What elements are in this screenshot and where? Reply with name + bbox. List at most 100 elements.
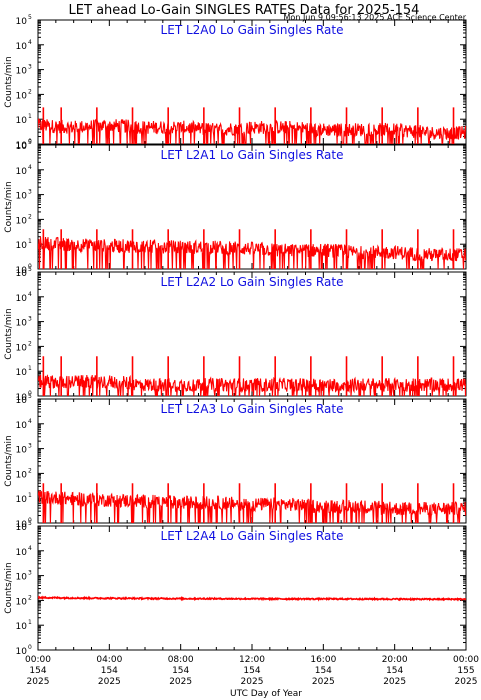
- x-tick-year: 2025: [312, 677, 335, 687]
- y-tick-exponent: 4: [28, 418, 32, 425]
- panel-frame: [37, 525, 467, 651]
- x-tick-time: 16:00: [310, 655, 336, 665]
- y-tick-exponent: 1: [28, 492, 32, 499]
- x-tick-year: 2025: [383, 677, 406, 687]
- timestamp: Mon Jun 9 09:56:13 2025 ACE Science Cent…: [284, 13, 467, 22]
- y-tick-exponent: 1: [28, 113, 32, 120]
- x-tick-year: 2025: [27, 677, 50, 687]
- y-tick-exponent: 3: [28, 189, 32, 196]
- y-tick-label: 10: [16, 17, 28, 27]
- y-tick-exponent: 0: [28, 263, 32, 270]
- y-tick-exponent: 0: [28, 390, 32, 397]
- x-axis-label: UTC Day of Year: [230, 689, 302, 699]
- series-line: [38, 490, 466, 523]
- x-tick-year: 2025: [455, 677, 478, 687]
- x-tick-time: 20:00: [382, 655, 408, 665]
- x-tick-year: 2025: [169, 677, 192, 687]
- y-tick-exponent: 3: [28, 443, 32, 450]
- panel-title: LET L2A1 Lo Gain Singles Rate: [161, 148, 344, 162]
- x-tick-day: 154: [101, 666, 118, 676]
- panel-title: LET L2A4 Lo Gain Singles Rate: [161, 529, 344, 543]
- series-line: [38, 118, 466, 144]
- y-axis-label: Counts/min: [4, 562, 14, 613]
- y-tick-exponent: 3: [28, 64, 32, 71]
- y-tick-exponent: 0: [28, 517, 32, 524]
- y-tick-label: 10: [16, 597, 28, 607]
- y-tick-label: 10: [16, 523, 28, 533]
- x-tick-day: 155: [457, 666, 474, 676]
- y-tick-label: 10: [16, 343, 28, 353]
- y-tick-exponent: 0: [28, 644, 32, 651]
- y-tick-exponent: 5: [28, 393, 32, 400]
- figure-title: LET ahead Lo-Gain SINGLES RATES Data for…: [69, 3, 420, 18]
- x-tick-time: 00:00: [453, 655, 479, 665]
- x-tick-time: 12:00: [239, 655, 265, 665]
- y-tick-label: 10: [16, 116, 28, 126]
- panel-title: LET L2A2 Lo Gain Singles Rate: [161, 275, 344, 289]
- y-tick-exponent: 2: [28, 88, 32, 95]
- series-group: [38, 229, 466, 269]
- y-tick-label: 10: [16, 269, 28, 279]
- y-tick-label: 10: [16, 91, 28, 101]
- x-axis-ticks: 00:00154202504:00154202508:00154202512:0…: [25, 655, 479, 687]
- y-tick-label: 10: [16, 141, 28, 151]
- y-tick-exponent: 2: [28, 213, 32, 220]
- y-tick-label: 10: [16, 393, 28, 403]
- y-tick-exponent: 4: [28, 545, 32, 552]
- y-tick-exponent: 2: [28, 340, 32, 347]
- panel-title: LET L2A3 Lo Gain Singles Rate: [161, 402, 344, 416]
- y-tick-label: 10: [16, 216, 28, 226]
- panel-frame: [37, 271, 467, 397]
- y-tick-label: 10: [16, 368, 28, 378]
- series-line: [38, 236, 466, 269]
- y-tick-exponent: 5: [28, 520, 32, 527]
- y-tick-exponent: 3: [28, 570, 32, 577]
- y-tick-label: 10: [16, 396, 28, 406]
- y-tick-exponent: 0: [28, 138, 32, 145]
- series-group: [38, 356, 466, 396]
- y-tick-exponent: 5: [28, 266, 32, 273]
- panel-title: LET L2A0 Lo Gain Singles Rate: [161, 23, 344, 37]
- y-tick-label: 10: [16, 319, 28, 329]
- y-tick-label: 10: [16, 167, 28, 177]
- series-group: [38, 483, 466, 523]
- x-tick-time: 04:00: [96, 655, 122, 665]
- y-tick-exponent: 2: [28, 594, 32, 601]
- y-tick-label: 10: [16, 67, 28, 77]
- y-tick-label: 10: [16, 647, 28, 657]
- y-tick-label: 10: [16, 142, 28, 152]
- x-tick-day: 154: [315, 666, 332, 676]
- y-tick-exponent: 1: [28, 619, 32, 626]
- y-tick-label: 10: [16, 470, 28, 480]
- y-tick-exponent: 4: [28, 164, 32, 171]
- y-tick-exponent: 5: [28, 139, 32, 146]
- y-tick-exponent: 4: [28, 39, 32, 46]
- y-tick-exponent: 2: [28, 467, 32, 474]
- y-tick-label: 10: [16, 42, 28, 52]
- series-group: [38, 595, 466, 602]
- series-group: [38, 107, 466, 144]
- y-tick-label: 10: [16, 241, 28, 251]
- series-line: [38, 595, 466, 602]
- x-tick-day: 154: [243, 666, 260, 676]
- y-tick-label: 10: [16, 622, 28, 632]
- series-line: [38, 374, 466, 396]
- y-tick-label: 10: [16, 192, 28, 202]
- y-tick-label: 10: [16, 573, 28, 583]
- y-tick-label: 10: [16, 266, 28, 276]
- y-axis-label: Counts/min: [4, 308, 14, 359]
- y-tick-label: 10: [16, 495, 28, 505]
- y-tick-exponent: 5: [28, 14, 32, 21]
- x-tick-year: 2025: [241, 677, 264, 687]
- y-axis-label: Counts/min: [4, 56, 14, 107]
- y-tick-label: 10: [16, 421, 28, 431]
- x-tick-year: 2025: [98, 677, 121, 687]
- x-tick-day: 154: [386, 666, 403, 676]
